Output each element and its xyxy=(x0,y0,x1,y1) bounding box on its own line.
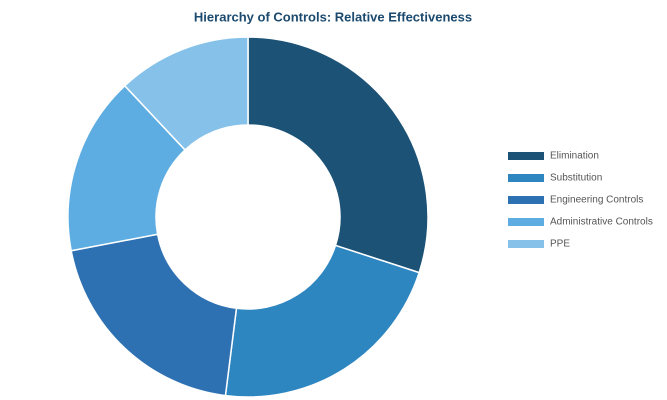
legend-swatch xyxy=(508,218,544,226)
legend-label: Substitution xyxy=(550,173,602,184)
legend-label: Engineering Controls xyxy=(550,195,643,206)
donut-slice xyxy=(67,84,187,252)
chart-title: Hierarchy of Controls: Relative Effectiv… xyxy=(194,9,472,24)
legend-swatch xyxy=(508,196,544,204)
donut-slice xyxy=(70,233,238,397)
legend-swatch xyxy=(508,174,544,182)
legend-swatch xyxy=(508,240,544,248)
donut-slice xyxy=(247,36,429,274)
legend-label: PPE xyxy=(550,239,570,250)
legend-label: Administrative Controls xyxy=(550,217,653,228)
legend-swatch xyxy=(508,152,544,160)
donut-slice xyxy=(224,244,421,398)
donut-slice xyxy=(123,36,249,151)
legend-label: Elimination xyxy=(550,151,599,162)
